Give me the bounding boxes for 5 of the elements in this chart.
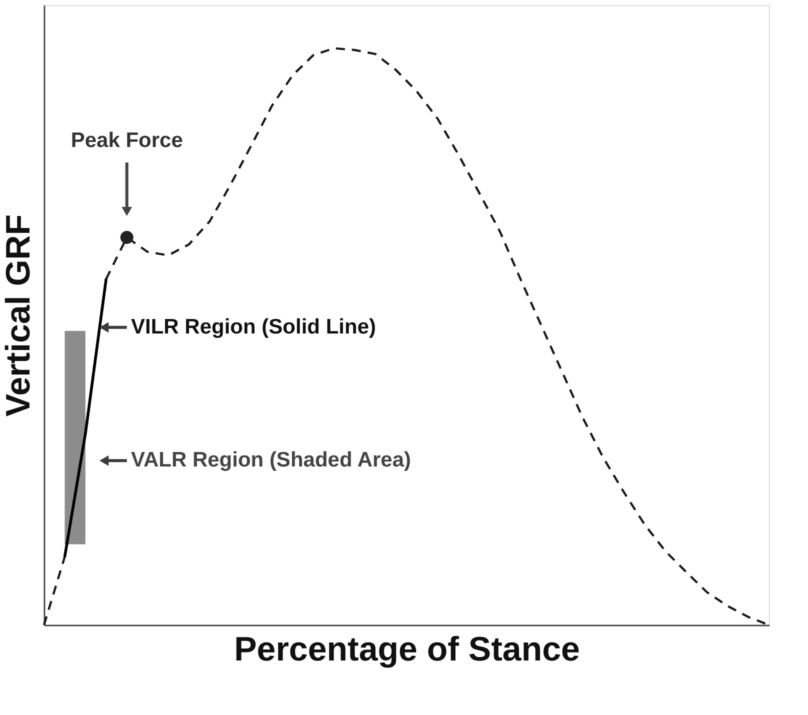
- annotation: Peak Force: [70, 128, 183, 152]
- y-axis-title: Vertical GRF: [0, 214, 38, 417]
- annotation: VILR Region (Solid Line): [131, 315, 376, 338]
- annotation: VALR Region (Shaded Area): [131, 448, 412, 472]
- x-axis-title: Percentage of Stance: [234, 630, 580, 668]
